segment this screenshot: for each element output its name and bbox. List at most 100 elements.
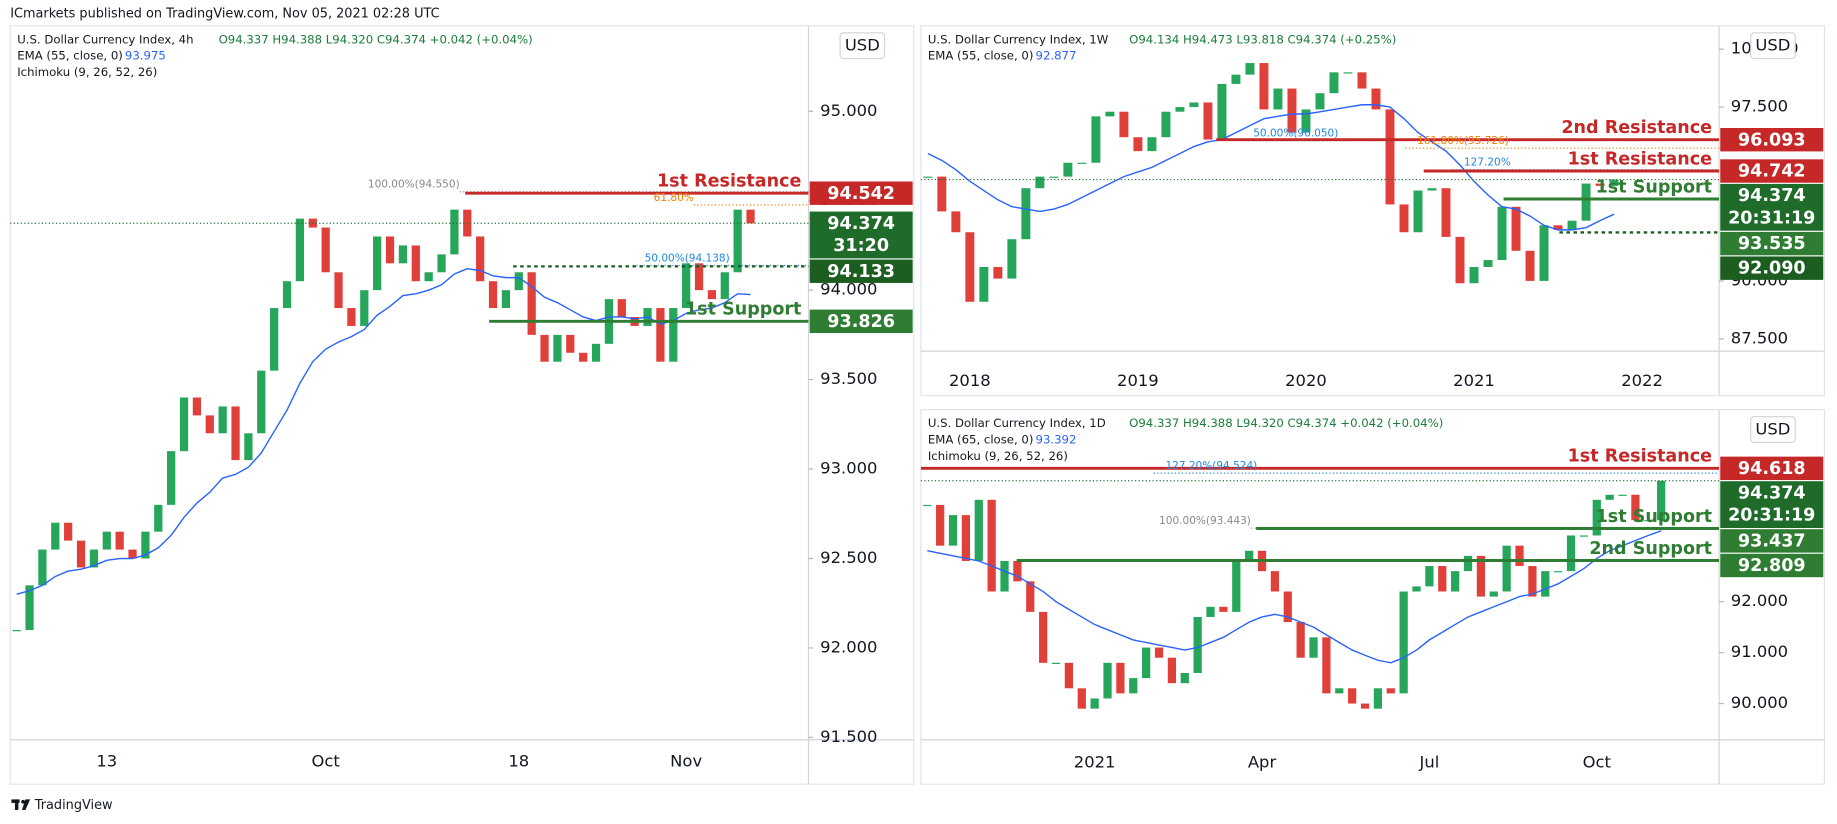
candle (1049, 176, 1059, 178)
candle (1259, 63, 1269, 110)
x-tick-label: 2021 (1453, 371, 1495, 390)
legend-ohlc: O94.134 H94.473 L93.818 C94.374 (+0.25%) (1129, 32, 1396, 46)
candle (669, 308, 678, 362)
price-box (809, 211, 913, 259)
candle (334, 272, 343, 309)
currency-label[interactable]: USD (845, 36, 880, 55)
candle (527, 272, 536, 335)
candle (1203, 102, 1213, 140)
price-box (1720, 456, 1824, 481)
candle (553, 334, 562, 362)
fib-label: 61.80% (654, 192, 694, 204)
x-tick-label: Oct (312, 751, 341, 770)
candle (1129, 678, 1138, 694)
candle (965, 232, 975, 302)
candle (1357, 72, 1367, 89)
currency-button[interactable] (1750, 416, 1796, 444)
candle (1270, 571, 1280, 592)
price-box (1720, 183, 1824, 231)
level-name: 1st Resistance (1568, 447, 1713, 467)
candle (257, 370, 266, 434)
candle (1592, 499, 1601, 536)
candle (51, 522, 60, 550)
legend-indicator: EMA (65, close, 0) (928, 433, 1034, 447)
candle (218, 406, 227, 434)
candle (1051, 662, 1061, 664)
candle (682, 263, 691, 309)
candle (1154, 647, 1164, 658)
candle (398, 245, 408, 264)
candle (720, 272, 729, 300)
price-box-label: 94.374 (827, 214, 895, 234)
x-tick-label: Nov (670, 751, 702, 770)
level-name: 2nd Support (1589, 539, 1712, 559)
fib-label: 50.00%(96.050) (1253, 128, 1338, 140)
price-box (1720, 553, 1824, 578)
x-tick-label: Apr (1248, 753, 1277, 772)
currency-button[interactable] (1750, 32, 1796, 60)
price-box (809, 309, 913, 333)
candle (1525, 250, 1535, 281)
candle (1335, 688, 1344, 694)
legend-indicator: Ichimoku (9, 26, 52, 26) (17, 65, 157, 79)
plot-area (920, 466, 1720, 709)
candle (1343, 72, 1353, 74)
candle (1026, 581, 1035, 612)
y-tick-label: 90.000 (1731, 693, 1788, 712)
candle (1425, 566, 1434, 587)
price-box (1720, 159, 1824, 183)
candle (501, 290, 511, 309)
candle (1039, 611, 1048, 663)
candle (295, 218, 305, 282)
candle (1329, 72, 1339, 94)
candle (1515, 545, 1524, 567)
candle (205, 415, 214, 434)
countdown: 20:31:19 (1728, 506, 1815, 526)
candle (1301, 109, 1311, 133)
price-box-label: 94.374 (1738, 186, 1806, 206)
candle (244, 433, 253, 461)
panel (920, 25, 1826, 397)
x-tick-label: Jul (1419, 753, 1440, 772)
plot-area (920, 63, 1720, 302)
price-box-label: 92.090 (1738, 259, 1806, 279)
candle (1581, 183, 1591, 221)
candle (1644, 520, 1653, 522)
legend-ohlc: O94.337 H94.388 L94.320 C94.374 +0.042 (… (219, 32, 533, 46)
level-name: 2nd Resistance (1561, 118, 1712, 138)
y-tick-label: 92.000 (1731, 591, 1788, 610)
price-box-label: 96.093 (1738, 130, 1806, 150)
candle (1142, 647, 1151, 679)
candle (591, 343, 601, 362)
candle (1483, 260, 1493, 268)
candle (923, 176, 933, 178)
candle (12, 630, 21, 632)
candle (167, 451, 176, 505)
price-box-label: 94.618 (1738, 459, 1806, 479)
candle (1013, 560, 1022, 582)
candle (514, 272, 523, 291)
candle (385, 236, 395, 264)
currency-label[interactable]: USD (1755, 420, 1790, 439)
candle (1539, 225, 1549, 281)
price-box-label: 94.374 (1738, 484, 1806, 504)
candle (1296, 622, 1305, 658)
legend-ohlc: O94.337 H94.388 L94.320 C94.374 +0.042 (… (1129, 416, 1443, 430)
price-box (809, 259, 913, 283)
price-box (1720, 128, 1824, 152)
currency-label[interactable]: USD (1755, 36, 1790, 55)
candle (1631, 494, 1640, 521)
plot-area (10, 191, 809, 632)
candle (1147, 137, 1157, 152)
candle (1064, 662, 1074, 689)
candle (141, 531, 150, 559)
currency-button[interactable] (839, 32, 886, 60)
candle (1021, 188, 1031, 240)
countdown: 31:20 (833, 236, 889, 256)
candle (1413, 190, 1423, 233)
candle (179, 397, 189, 452)
candle (437, 254, 446, 273)
candle (76, 540, 86, 568)
panel (920, 409, 1826, 785)
candle (231, 406, 240, 461)
